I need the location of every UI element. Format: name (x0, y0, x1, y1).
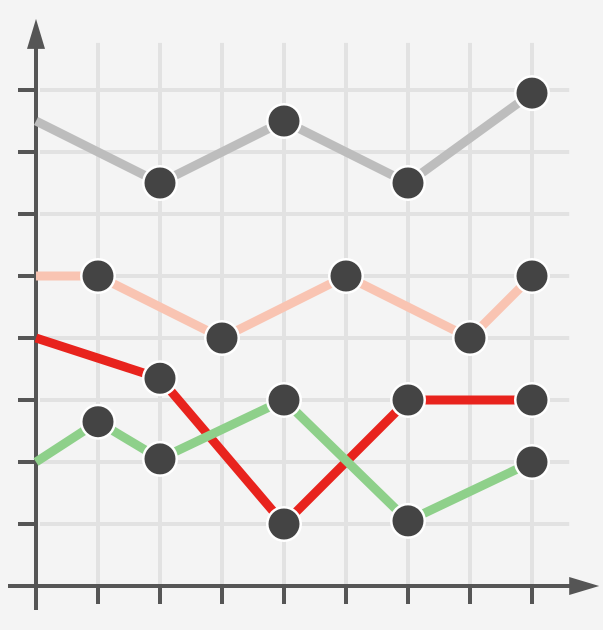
data-point-2-3 (206, 322, 238, 354)
data-point-1-2 (144, 167, 176, 199)
data-point-4-5 (392, 505, 424, 537)
data-point-4-3 (144, 443, 176, 475)
data-point-4-6 (516, 446, 548, 478)
x-axis-arrow (569, 577, 600, 595)
data-point-3-2 (144, 362, 176, 394)
data-point-4-2 (82, 406, 114, 438)
grid (40, 42, 570, 598)
data-point-1-3 (268, 105, 300, 137)
data-point-1-5 (516, 77, 548, 109)
y-axis-arrow (27, 18, 45, 49)
series-markers (80, 75, 550, 542)
data-point-3-5 (516, 384, 548, 416)
data-point-1-4 (392, 167, 424, 199)
data-point-2-6 (516, 260, 548, 292)
data-point-3-3 (268, 508, 300, 540)
data-point-2-2 (82, 260, 114, 292)
data-point-2-4 (330, 260, 362, 292)
data-point-4-4 (268, 384, 300, 416)
axes (8, 18, 600, 610)
data-point-3-4 (392, 384, 424, 416)
data-point-2-5 (454, 322, 486, 354)
